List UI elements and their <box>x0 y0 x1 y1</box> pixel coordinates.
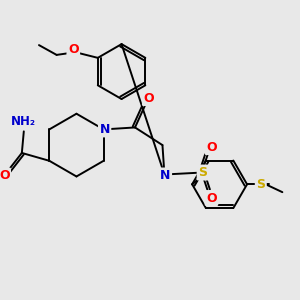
Text: N: N <box>99 123 110 136</box>
Text: N: N <box>160 169 171 182</box>
Text: S: S <box>256 178 265 191</box>
Text: S: S <box>198 166 207 179</box>
Text: O: O <box>0 169 10 182</box>
Text: O: O <box>143 92 154 104</box>
Text: O: O <box>68 43 79 56</box>
Text: NH₂: NH₂ <box>11 115 36 128</box>
Text: O: O <box>206 191 217 205</box>
Text: O: O <box>206 141 217 154</box>
